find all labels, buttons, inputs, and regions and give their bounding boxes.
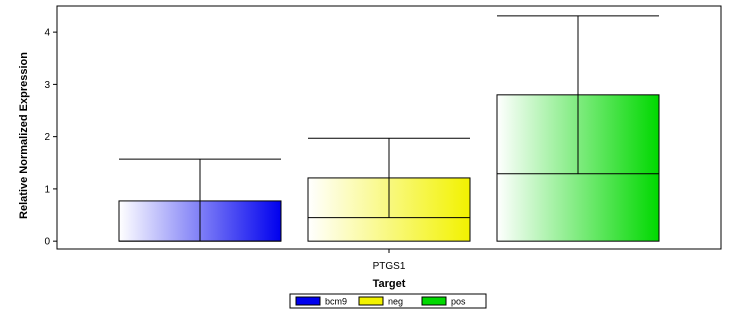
legend-label-neg: neg: [388, 297, 403, 307]
legend-swatch-neg: [358, 296, 384, 306]
bars: [118, 15, 660, 242]
legend-swatch-bcm9: [295, 296, 321, 306]
x-axis-title: Target: [373, 278, 406, 290]
legend-label-pos: pos: [451, 297, 466, 307]
y-tick-label: 2: [44, 132, 50, 143]
y-axis-title: Relative Normalized Expression: [18, 52, 30, 219]
x-axis: PTGS1: [373, 249, 406, 272]
legend-swatch-pos: [421, 296, 447, 306]
y-tick-label: 3: [44, 80, 50, 91]
y-axis: 0 1 2 3 4: [44, 28, 57, 248]
x-tick-label: PTGS1: [373, 261, 406, 272]
y-tick-label: 0: [44, 237, 50, 248]
legend: bcm9 neg pos: [289, 293, 487, 309]
y-tick-label: 4: [44, 28, 50, 39]
legend-label-bcm9: bcm9: [325, 297, 347, 307]
y-tick-label: 1: [44, 184, 50, 195]
